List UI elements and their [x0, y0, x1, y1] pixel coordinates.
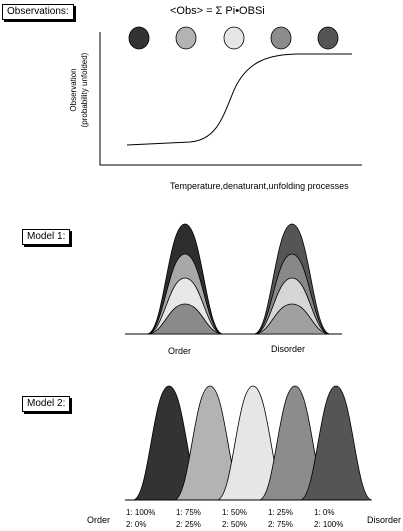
observations-label: Observations:: [2, 4, 74, 20]
model2-peaks: [132, 385, 373, 501]
population-label: 1: 25% 2: 75%: [268, 508, 293, 529]
model2-label: Model 2:: [22, 396, 71, 412]
population-label: 1: 75% 2: 25%: [176, 508, 201, 529]
equation: <Obs> = Σ Pi•OBSi: [170, 5, 265, 17]
model1-peak: [146, 303, 224, 335]
model2-peak: [299, 385, 373, 501]
population-label: 1: 50% 2: 50%: [222, 508, 247, 529]
model1-order-peaks: [146, 223, 224, 335]
observation-xlabel: Temperature,denaturant,unfolding process…: [170, 181, 349, 191]
model2-order-label: Order: [87, 515, 111, 525]
observation-circle: [128, 26, 150, 50]
observation-ylabel-line2: (probability unfolded): [80, 52, 89, 128]
model1-disorder-label: Disorder: [271, 344, 306, 354]
model1-order-label: Order: [168, 346, 192, 356]
observation-circles: [128, 26, 339, 50]
observation-circle: [270, 26, 292, 50]
observation-circle: [317, 26, 339, 50]
observation-axes: [99, 32, 362, 166]
model1-label: Model 1:: [22, 229, 71, 245]
observation-circle: [223, 26, 245, 50]
model1-disorder-peaks: [253, 223, 331, 335]
sigmoid-curve: [126, 53, 352, 146]
observation-ylabel-line1: Observation: [69, 68, 78, 112]
model1-peak: [253, 303, 331, 335]
model2-disorder-label: Disorder: [367, 515, 402, 525]
population-label: 1: 100% 2: 0%: [126, 508, 156, 529]
population-label: 1: 0% 2: 100%: [314, 508, 344, 529]
observation-circle: [175, 26, 197, 50]
